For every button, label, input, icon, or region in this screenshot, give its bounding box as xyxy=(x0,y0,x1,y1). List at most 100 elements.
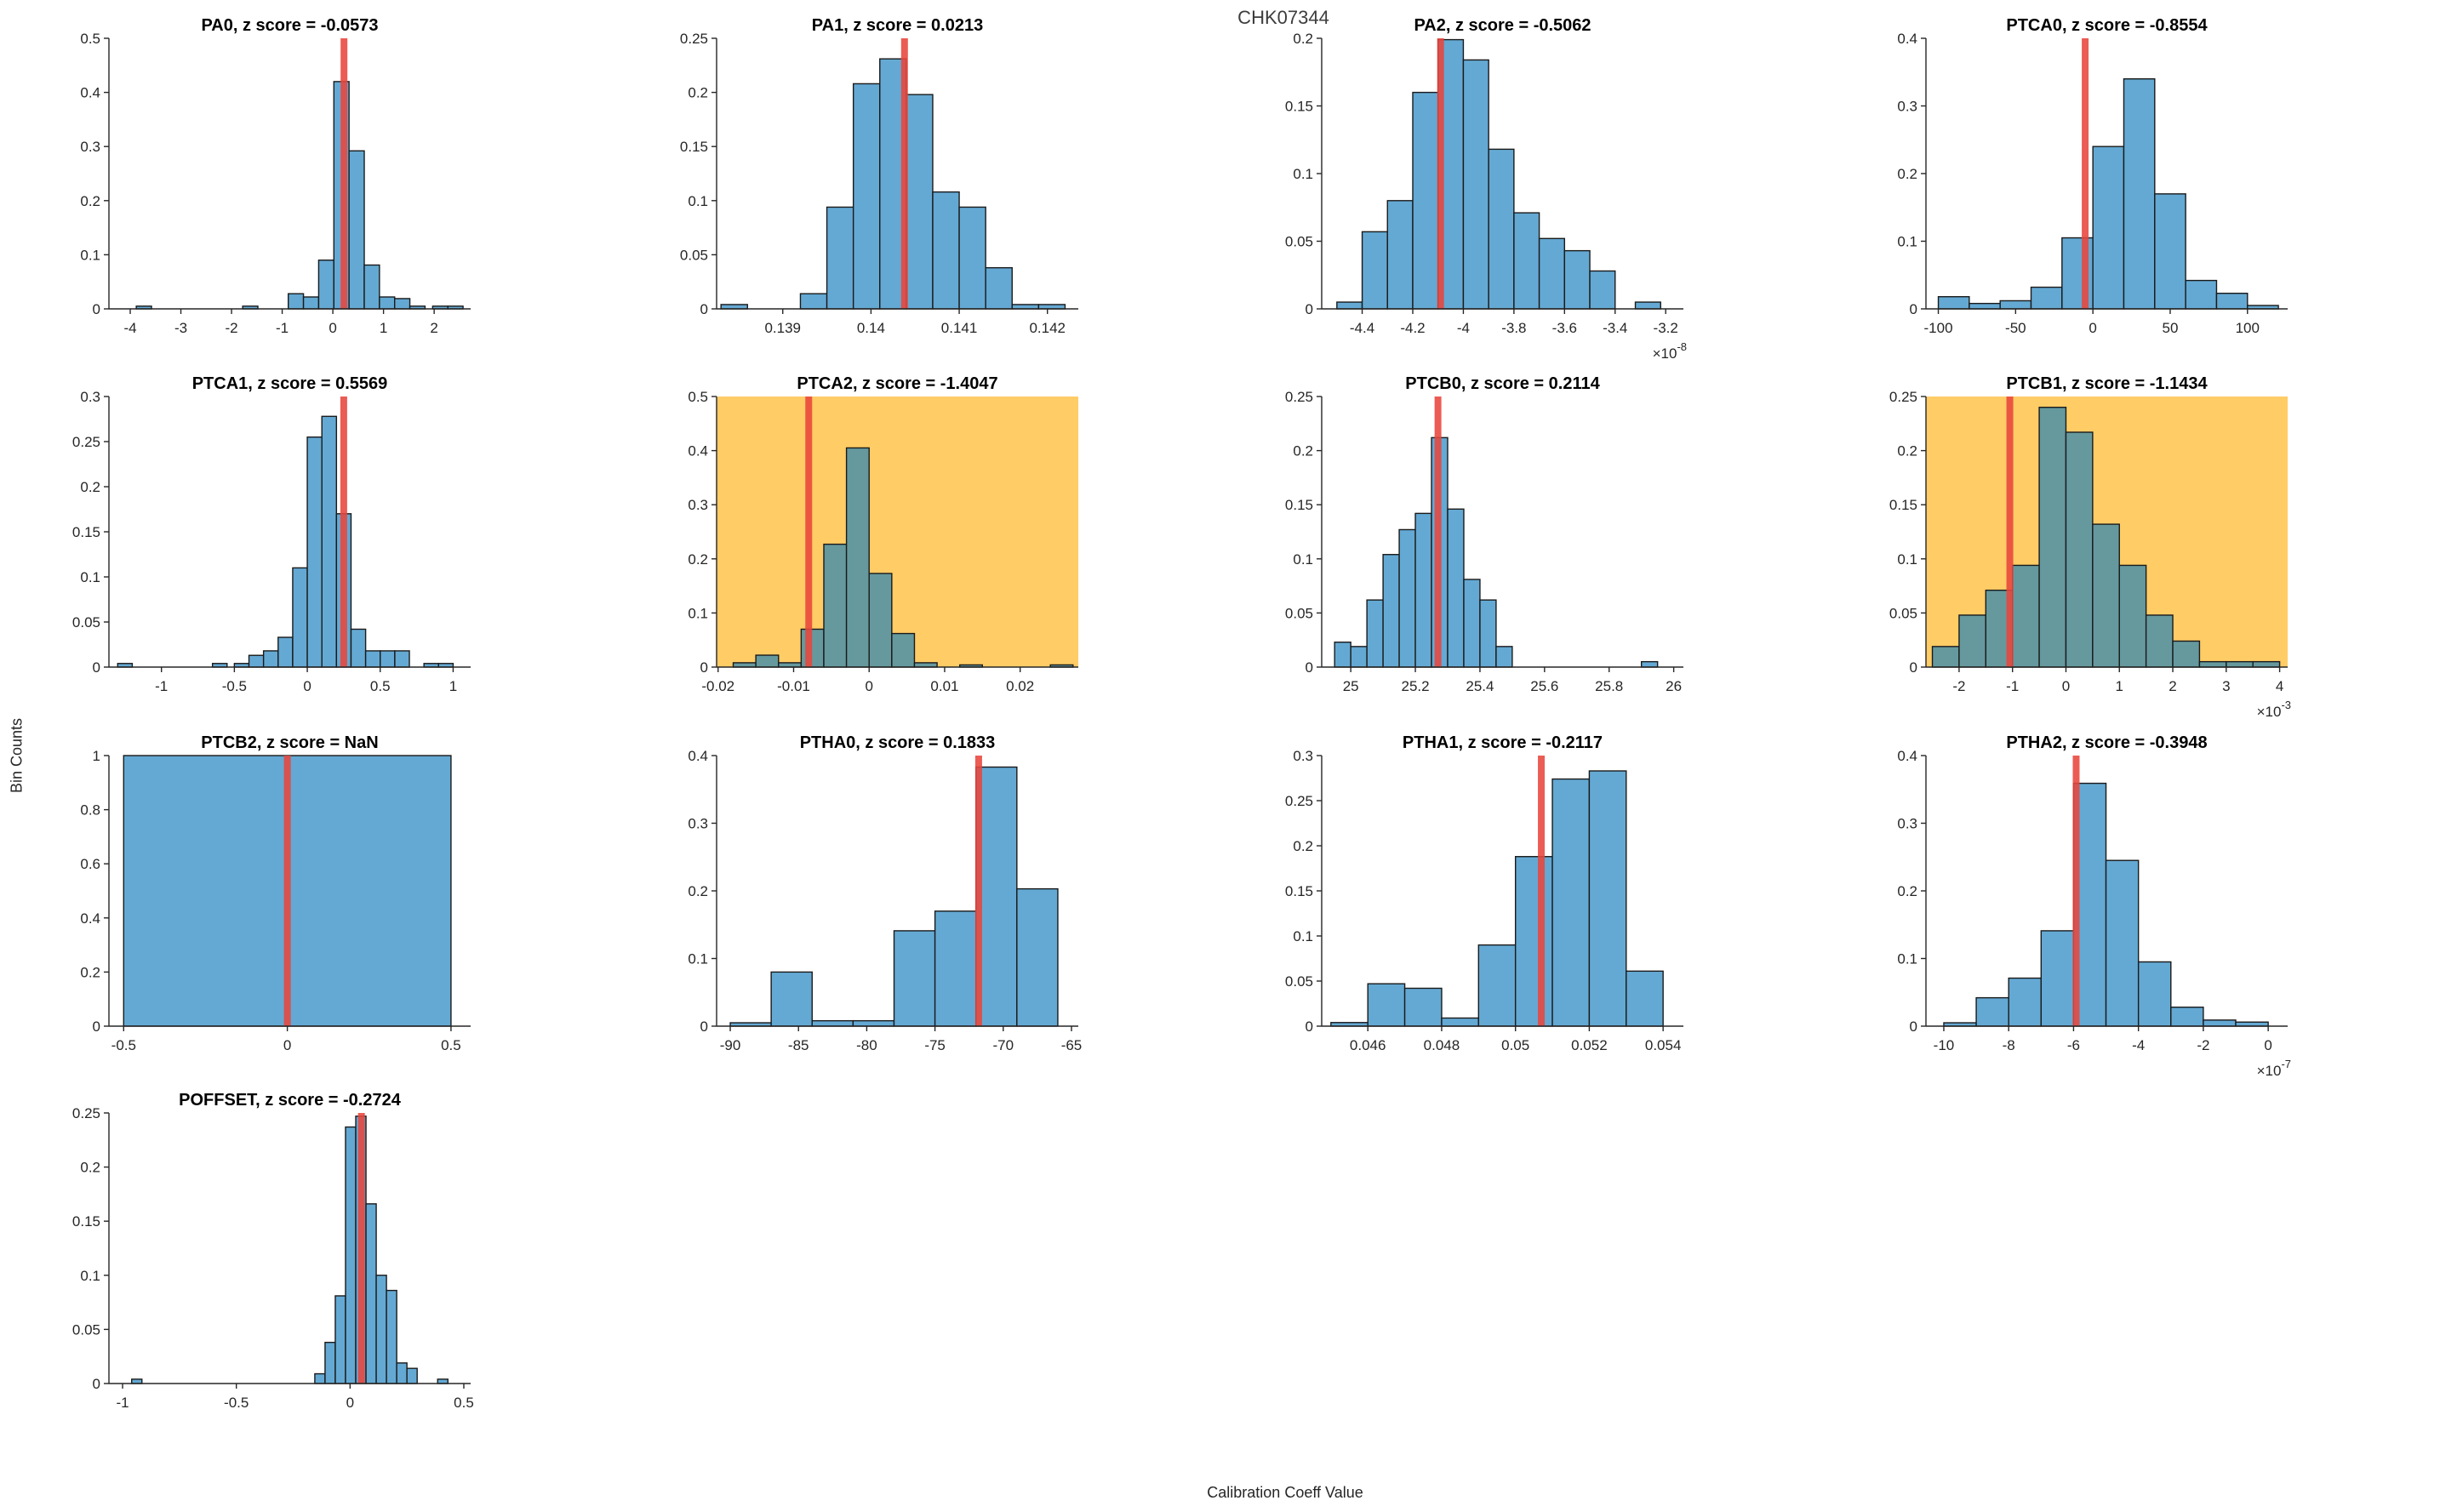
x-tick-label: 1 xyxy=(449,678,457,694)
histogram-bar xyxy=(2154,193,2186,310)
z-score-line xyxy=(974,756,982,1026)
x-tick-label: 25.6 xyxy=(1530,678,1558,694)
subplot-title: PTCB2, z score = NaN xyxy=(201,733,378,752)
histogram-bar xyxy=(2215,293,2249,310)
histogram-bar xyxy=(2008,977,2043,1027)
z-score-line xyxy=(805,397,813,667)
histogram-bar xyxy=(348,150,365,310)
histogram-bar xyxy=(2092,145,2125,310)
histogram-bar xyxy=(406,1367,418,1384)
histogram-bar xyxy=(394,298,411,310)
x-tick-label: 1 xyxy=(2116,678,2123,694)
histogram-bar xyxy=(2011,564,2040,668)
histogram-bar xyxy=(1589,270,1616,310)
y-tick-label: 0.2 xyxy=(80,193,100,209)
x-tick-label: -6 xyxy=(2067,1037,2080,1053)
subplot-PTCB1: -2 -1 0 1 2 3 4 0 0.05 0.1 0.15 0.2 0.25 PTCB1, z sco… xyxy=(1889,374,2291,720)
y-tick-label: 0.15 xyxy=(1285,99,1313,115)
figure-title: CHK07344 xyxy=(1237,7,1329,28)
y-tick-label: 0.1 xyxy=(1897,234,1917,250)
histogram-bar xyxy=(248,654,265,668)
x-tick-label: 25.2 xyxy=(1401,678,1429,694)
y-tick-label: 0.05 xyxy=(1285,234,1313,250)
x-tick-label: 25.4 xyxy=(1466,678,1494,694)
histogram-bar xyxy=(770,971,813,1027)
y-tick-label: 0.05 xyxy=(1889,605,1917,621)
x-tick-label: 0 xyxy=(865,678,872,694)
x-tick-label: 0.052 xyxy=(1571,1037,1608,1053)
histogram-bar xyxy=(345,1126,357,1384)
histogram-bar xyxy=(958,206,986,310)
histogram-bar xyxy=(906,94,934,310)
histogram-bar xyxy=(2252,660,2281,668)
x-tick-label: 50 xyxy=(2163,320,2179,336)
histogram-bar xyxy=(755,654,780,668)
histogram-bar xyxy=(913,662,938,668)
x-tick-label: -90 xyxy=(720,1037,741,1053)
histogram-bar xyxy=(2198,660,2227,668)
histogram-bar xyxy=(1414,512,1432,668)
subplot-title: PTCB1, z score = -1.1434 xyxy=(2006,374,2208,393)
z-score-line xyxy=(283,756,291,1026)
y-tick-label: 0.3 xyxy=(688,497,708,513)
subplot-title: PTHA2, z score = -0.3948 xyxy=(2006,733,2207,752)
x-tick-label: -2 xyxy=(2197,1037,2209,1053)
subplot-title: PTCA0, z score = -0.8554 xyxy=(2006,16,2208,35)
subplot-PTCA2: -0.02 -0.01 0 0.01 0.02 0 0.1 0.2 0.3 0.4 0.5 PTCA2… xyxy=(688,374,1078,694)
x-tick-label: 0.054 xyxy=(1645,1037,1682,1053)
histogram-bar xyxy=(720,304,748,310)
histogram-bar xyxy=(2123,77,2156,310)
subplot-PA0: -4 -3 -2 -1 0 1 2 0 0.1 0.2 0.3 0.4 0.5 PA0, z score … xyxy=(80,16,471,336)
histogram-bar xyxy=(893,930,936,1027)
histogram-bar xyxy=(1488,148,1515,310)
subplot-title: PTCA2, z score = -1.4047 xyxy=(797,374,997,393)
x-tick-label: -0.5 xyxy=(111,1037,136,1053)
x-tick-label: -0.5 xyxy=(224,1395,249,1411)
histogram-bar xyxy=(826,206,854,310)
histogram-bar xyxy=(1513,212,1540,310)
y-tick-label: 0.6 xyxy=(80,856,100,872)
y-tick-label: 0.05 xyxy=(72,1321,100,1338)
histogram-bar xyxy=(2118,564,2147,668)
histogram-bar xyxy=(364,650,381,668)
y-tick-label: 0.1 xyxy=(80,569,100,585)
y-tick-label: 0 xyxy=(93,301,100,317)
histogram-bar xyxy=(1538,237,1566,310)
y-tick-label: 0.25 xyxy=(1889,389,1917,405)
subplot-title: PA0, z score = -0.0573 xyxy=(201,16,378,35)
histogram-bar xyxy=(800,628,825,668)
histogram-bar xyxy=(302,296,320,310)
x-tick-label: 0 xyxy=(2264,1037,2271,1053)
z-score-line xyxy=(2082,38,2089,309)
subplot-PTCB0: 25 25.2 25.4 25.6 25.8 26 0 0.05 0.1 0.15 0.2 0.25 P… xyxy=(1285,374,1683,694)
y-tick-label: 0.5 xyxy=(688,389,708,405)
z-score-line xyxy=(1434,397,1442,667)
histogram-bar xyxy=(2170,1007,2204,1027)
histogram-bar xyxy=(1447,508,1465,668)
x-tick-label: -75 xyxy=(924,1037,946,1053)
y-tick-label: 0.8 xyxy=(80,802,100,819)
histogram-bar xyxy=(2145,614,2174,668)
histogram-bar xyxy=(317,260,334,310)
histogram-bar xyxy=(321,415,338,668)
x-tick-label: -4.4 xyxy=(1350,320,1374,336)
y-tick-label: 0.25 xyxy=(72,434,100,450)
x-tick-label: 0.02 xyxy=(1006,678,1034,694)
histogram-bar xyxy=(1441,1017,1480,1027)
y-tick-label: 0.1 xyxy=(1897,951,1917,967)
y-tick-label: 0.4 xyxy=(1897,748,1917,764)
x-tick-label: -1 xyxy=(2006,678,2019,694)
histogram-bar xyxy=(1975,996,2009,1027)
y-tick-label: 0.15 xyxy=(1889,497,1917,513)
histogram-bar xyxy=(363,264,380,310)
x-tick-label: 0.046 xyxy=(1350,1037,1386,1053)
histogram-bar xyxy=(334,1295,346,1384)
histogram-bar xyxy=(934,910,977,1027)
histogram-bar xyxy=(288,293,305,310)
histogram-bar xyxy=(1361,231,1388,310)
histogram-bar xyxy=(1634,301,1661,310)
y-axis-label: Bin Counts xyxy=(8,717,26,794)
x-tick-label: 100 xyxy=(2236,320,2260,336)
z-score-line xyxy=(340,38,348,309)
y-tick-label: 0.2 xyxy=(1897,883,1917,899)
